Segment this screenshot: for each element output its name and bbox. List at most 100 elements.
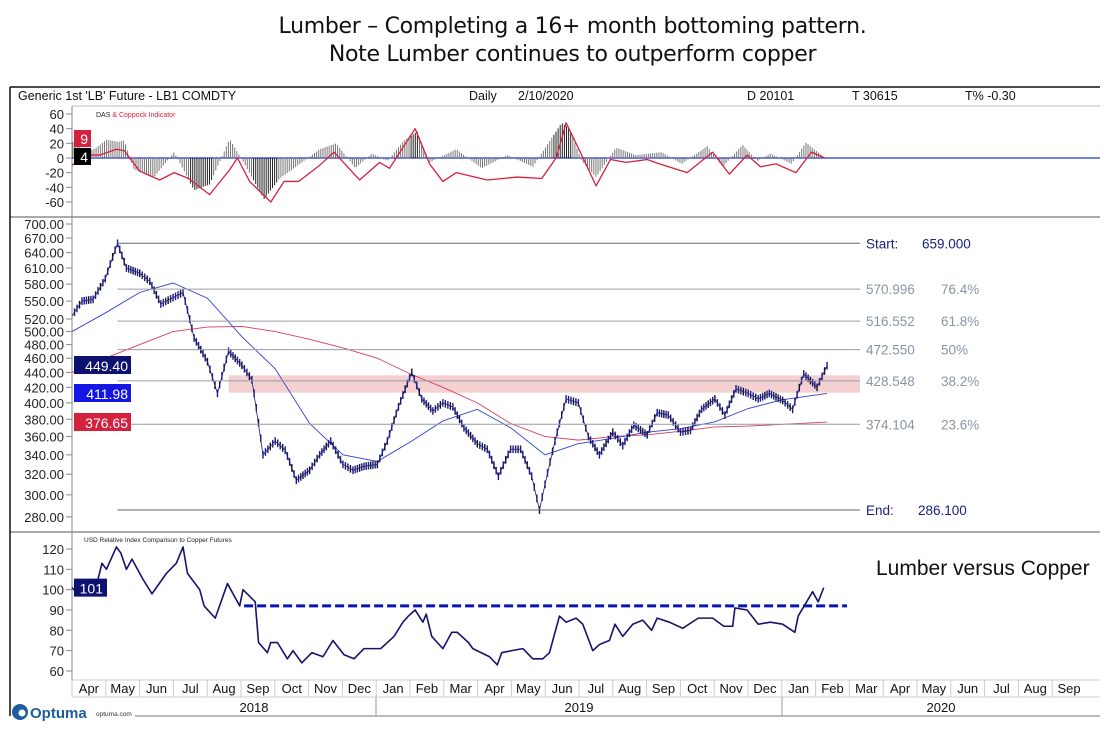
indicator-value-badge [74,148,91,165]
optuma-url: optuma.com [96,711,132,718]
chart-title-line-2: Note Lumber continues to outperform copp… [328,42,817,67]
fib-pct: 38.2% [941,374,979,389]
price-y-tick-label: 580.00 [24,277,64,292]
x-tick-month: Jun [146,681,167,696]
x-tick-month: Jan [788,681,809,696]
ratio-panel-title: USD Relative Index Comparison to Copper … [84,537,233,544]
ratio-y-tick-label: 80 [50,623,64,638]
x-tick-month: Apr [484,681,505,696]
price-y-tick-label: 420.00 [24,380,64,395]
ratio-y-tick-label: 70 [50,644,64,659]
price-y-tick-label: 280.00 [24,510,64,525]
ratio-y-tick-label: 90 [50,603,64,618]
x-tick-year: 2018 [240,700,269,715]
x-tick-month: Sep [1058,681,1081,696]
indicator-y-tick-label: -20 [45,166,64,181]
x-tick-month: Mar [450,681,473,696]
fib-pct: 23.6% [941,417,979,432]
x-tick-month: Jun [552,681,573,696]
x-tick-month: Apr [79,681,100,696]
x-tick-month: Nov [720,681,744,696]
price-y-tick-label: 550.00 [24,294,64,309]
indicator-y-tick-label: -40 [45,180,64,195]
lumber-vs-copper-annotation: Lumber versus Copper [876,557,1090,580]
price-y-tick-label: 440.00 [24,365,64,380]
indicator-title: DAS & Coppock Indicator [96,112,176,119]
indicator-title-coppock: & Coppock Indicator [112,112,176,119]
t-value-label: T 30615 [852,89,898,103]
price-y-tick-label: 340.00 [24,448,64,463]
chart-title-line-1: Lumber – Completing a 16+ month bottomin… [278,14,867,39]
indicator-title-das: DAS [96,112,111,119]
price-y-tick-label: 300.00 [24,488,64,503]
x-tick-month: Oct [282,681,303,696]
fib-value: 286.100 [918,503,967,518]
fib-value: 516.552 [866,314,915,329]
price-y-tick-label: 700.00 [24,217,64,232]
x-tick-month: Nov [314,681,338,696]
price-line [72,242,828,511]
price-value-badge [74,384,131,402]
price-value-badge-text: 449.40 [85,358,128,374]
price-y-tick-label: 480.00 [24,338,64,353]
fib-label: End: [866,503,894,518]
x-tick-month: Feb [821,681,843,696]
x-tick-month: Feb [416,681,438,696]
optuma-logo-icon-inner [18,709,26,717]
indicator-y-tick-label: -60 [45,195,64,210]
fib-label: Start: [866,236,898,251]
price-value-badge [74,356,131,374]
x-tick-month: Dec [753,681,777,696]
t-pct-label: T% -0.30 [965,89,1016,103]
x-tick-month: Sep [652,681,675,696]
price-y-tick-label: 610.00 [24,261,64,276]
resistance-zone [228,375,861,393]
price-y-tick-label: 460.00 [24,351,64,366]
optuma-logo: Optuma optuma.com [12,704,132,722]
coppock-line [72,122,826,203]
ratio-value-badge-text: 101 [80,581,104,597]
period-label: Daily [469,89,498,103]
fib-pct: 61.8% [941,314,979,329]
moving-average-red-line [72,326,828,441]
fib-value: 374.104 [866,417,915,432]
x-tick-month: Oct [687,681,708,696]
ratio-y-tick-label: 100 [42,583,64,598]
instrument-label: Generic 1st 'LB' Future - LB1 COMDTY [18,89,237,103]
x-tick-month: Jul [588,681,605,696]
ratio-y-tick-label: 120 [42,542,64,557]
price-plot [72,239,861,514]
price-y-tick-label: 360.00 [24,430,64,445]
x-tick-month: Aug [618,681,641,696]
indicator-plot [72,122,1100,203]
d-value-label: D 20101 [747,89,794,103]
price-y-tick-label: 380.00 [24,412,64,427]
price-value-badge-text: 376.65 [85,415,128,431]
x-tick-year: 2019 [565,700,594,715]
fib-pct: 76.4% [941,282,979,297]
x-tick-month: May [516,681,541,696]
price-y-tick-label: 320.00 [24,467,64,482]
price-y-tick-label: 400.00 [24,396,64,411]
fib-value: 472.550 [866,343,915,358]
ratio-y-tick-label: 110 [43,562,64,577]
x-tick-month: Jul [993,681,1010,696]
fib-value: 428.548 [866,374,915,389]
fib-value: 570.996 [866,282,915,297]
x-tick-month: Aug [213,681,236,696]
fib-pct: 50% [941,343,968,358]
fib-value: 659.000 [922,236,971,251]
indicator-y-tick-label: 0 [57,151,64,166]
x-tick-month: May [110,681,135,696]
x-tick-month: Apr [890,681,911,696]
indicator-y-tick-label: 20 [50,136,64,151]
x-tick-month: Dec [348,681,372,696]
price-value-badge-text: 411.98 [86,386,128,402]
ratio-y-tick-label: 60 [50,664,64,679]
indicator-y-tick-label: 40 [50,122,64,137]
x-tick-month: May [922,681,947,696]
x-tick-month: Jul [182,681,199,696]
x-tick-month: Jun [957,681,978,696]
price-y-tick-label: 520.00 [24,312,64,327]
